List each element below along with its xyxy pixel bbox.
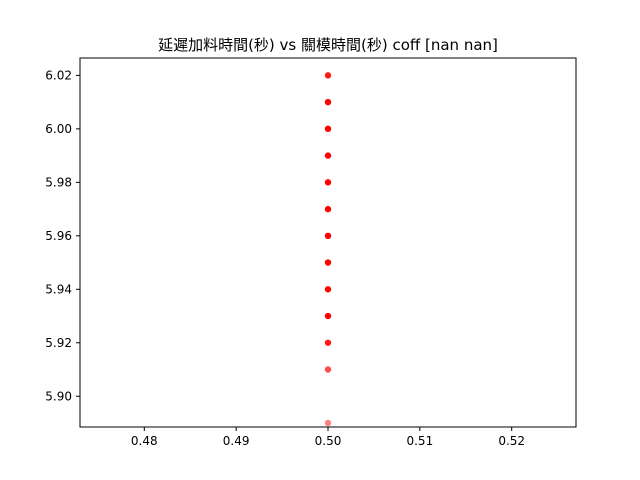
y-tick-label: 6.00 xyxy=(45,122,72,136)
x-tick-label: 0.49 xyxy=(223,434,250,448)
scatter-point xyxy=(324,366,332,373)
scatter-point xyxy=(324,179,332,186)
scatter-point xyxy=(324,312,332,320)
y-tick-label: 6.02 xyxy=(45,68,72,82)
x-tick-label: 0.51 xyxy=(406,434,433,448)
plot-area-frame xyxy=(79,57,577,428)
scatter-point xyxy=(324,259,332,266)
x-axis: 0.48 0.49 0.50 0.51 0.52 xyxy=(131,427,525,448)
x-tick-label: 0.48 xyxy=(131,434,158,448)
scatter-point xyxy=(324,286,332,293)
y-tick-label: 5.92 xyxy=(45,336,72,350)
scatter-point xyxy=(324,125,332,133)
x-tick-label: 0.50 xyxy=(315,434,342,448)
y-tick-label: 5.90 xyxy=(45,389,72,403)
y-axis: 5.90 5.92 5.94 5.96 5.98 6.00 6.02 xyxy=(45,68,80,403)
scatter-point xyxy=(324,72,332,79)
y-tick-label: 5.98 xyxy=(45,175,72,189)
scatter-point xyxy=(324,205,332,213)
scatter-point xyxy=(324,152,332,159)
y-tick-label: 5.94 xyxy=(45,282,72,296)
data-points xyxy=(324,72,332,427)
scatter-point xyxy=(324,98,332,106)
scatter-point xyxy=(324,419,332,427)
scatter-point xyxy=(324,339,332,346)
chart-title: 延遲加料時間(秒) vs 關模時間(秒) coff [nan nan] xyxy=(158,36,498,54)
x-tick-label: 0.52 xyxy=(498,434,525,448)
y-tick-label: 5.96 xyxy=(45,229,72,243)
scatter-point xyxy=(324,232,332,240)
